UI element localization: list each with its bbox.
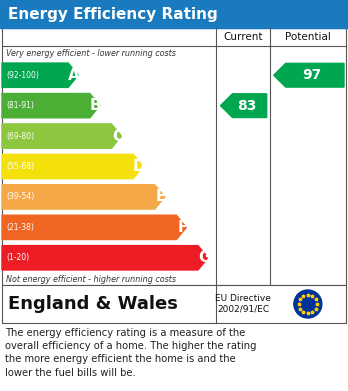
Text: E: E (156, 189, 166, 204)
Text: Current: Current (223, 32, 263, 42)
Text: 83: 83 (237, 99, 256, 113)
Text: EU Directive
2002/91/EC: EU Directive 2002/91/EC (215, 294, 271, 314)
Text: 97: 97 (302, 68, 322, 82)
Text: Energy Efficiency Rating: Energy Efficiency Rating (8, 7, 218, 22)
Text: (55-68): (55-68) (6, 162, 34, 171)
Text: Potential: Potential (285, 32, 331, 42)
Polygon shape (2, 93, 100, 118)
Text: G: G (198, 250, 210, 265)
Text: (92-100): (92-100) (6, 71, 39, 80)
Polygon shape (2, 124, 121, 148)
Bar (2, 28, 346, 285)
Text: England & Wales: England & Wales (8, 295, 178, 313)
Polygon shape (2, 215, 187, 240)
Text: D: D (133, 159, 145, 174)
Text: (81-91): (81-91) (6, 101, 34, 110)
Text: F: F (177, 220, 188, 235)
Text: C: C (112, 129, 123, 143)
Polygon shape (274, 63, 344, 87)
Bar (0, 0, 348, 28)
Text: Not energy efficient - higher running costs: Not energy efficient - higher running co… (6, 274, 176, 283)
Polygon shape (220, 94, 267, 118)
Text: A: A (68, 68, 80, 83)
Circle shape (294, 290, 322, 318)
Text: (39-54): (39-54) (6, 192, 34, 201)
Polygon shape (2, 63, 78, 87)
Polygon shape (2, 185, 165, 209)
Text: Very energy efficient - lower running costs: Very energy efficient - lower running co… (6, 48, 176, 57)
Text: (69-80): (69-80) (6, 131, 34, 141)
Text: (1-20): (1-20) (6, 253, 29, 262)
Text: The energy efficiency rating is a measure of the
overall efficiency of a home. T: The energy efficiency rating is a measur… (5, 328, 256, 378)
Text: (21-38): (21-38) (6, 223, 34, 232)
Text: B: B (90, 98, 102, 113)
Bar (2, 285, 346, 323)
Polygon shape (2, 246, 208, 270)
Polygon shape (2, 154, 143, 179)
